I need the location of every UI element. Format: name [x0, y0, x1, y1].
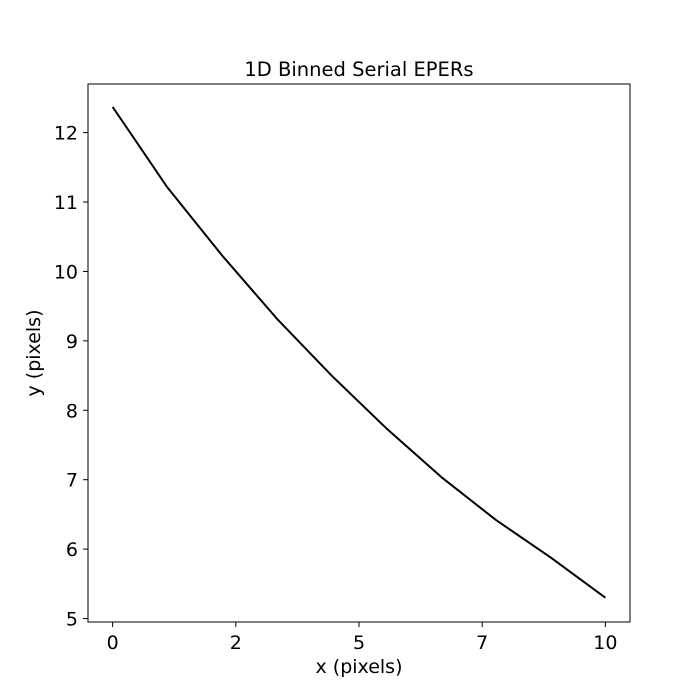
chart-title: 1D Binned Serial EPERs	[244, 58, 473, 81]
y-tick-label: 12	[54, 123, 78, 145]
y-tick-label: 11	[54, 192, 78, 214]
x-tick-label: 2	[230, 632, 242, 654]
x-tick-label: 7	[476, 632, 488, 654]
plot-area	[87, 83, 631, 623]
y-tick-label: 6	[66, 539, 78, 561]
y-axis-ticks: 5 6 7 8 9 10 11 12	[54, 123, 88, 631]
y-tick-label: 10	[54, 261, 78, 283]
x-tick-label: 5	[353, 632, 365, 654]
x-axis-ticks: 0 2 5 7 10	[107, 622, 617, 654]
y-tick-label: 9	[66, 331, 78, 353]
series-line	[111, 106, 606, 599]
x-axis-label: x (pixels)	[316, 656, 403, 678]
y-tick-label: 7	[66, 470, 78, 492]
x-tick-label: 10	[593, 632, 617, 654]
series-layer	[111, 106, 606, 599]
y-tick-label: 5	[66, 609, 78, 631]
x-tick-label: 0	[107, 632, 119, 654]
y-tick-label: 8	[66, 400, 78, 422]
y-axis-label: y (pixels)	[23, 310, 45, 397]
